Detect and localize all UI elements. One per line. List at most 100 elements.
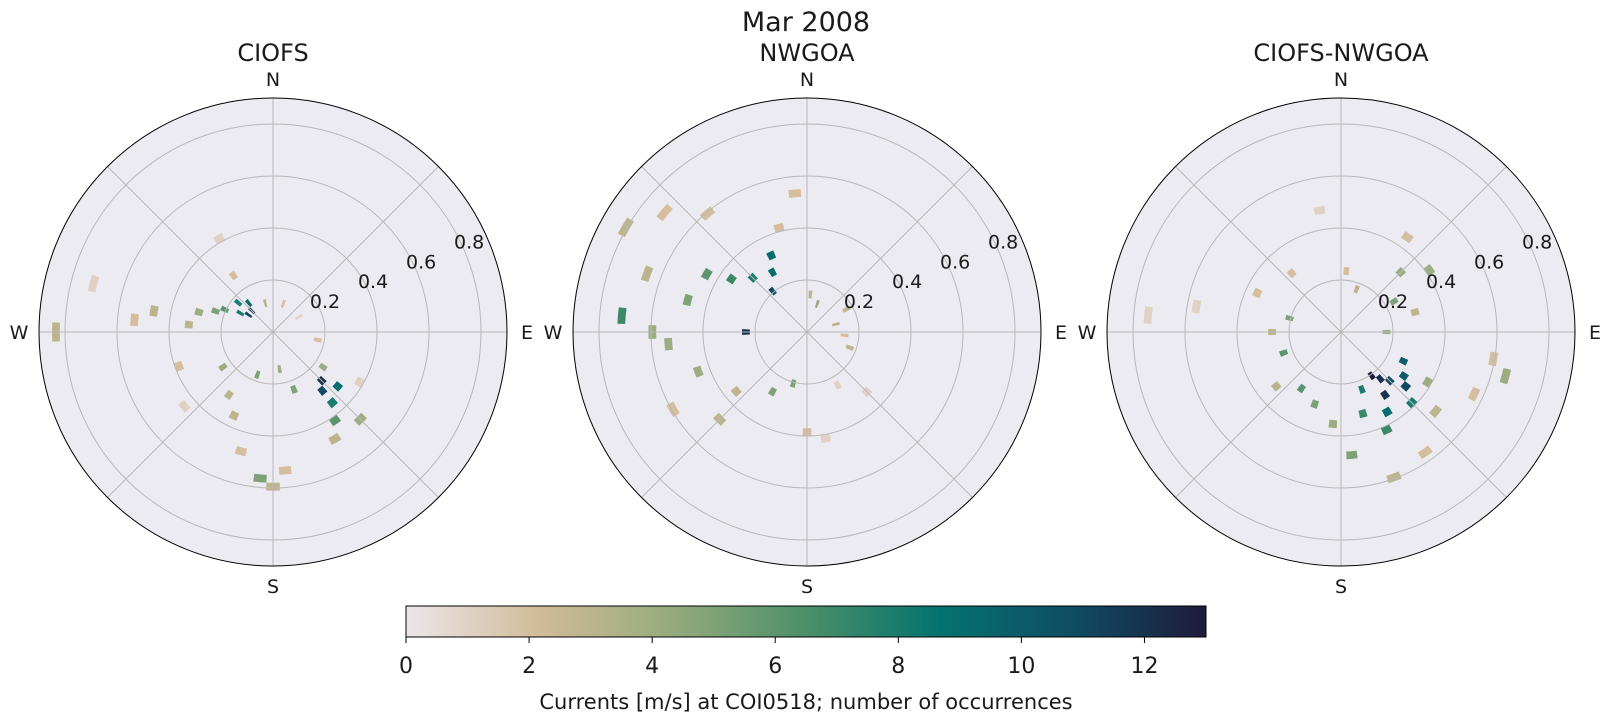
rose-bin (87, 274, 100, 293)
rose-bin (1429, 404, 1443, 419)
rose-bin (1285, 314, 1294, 322)
rose-bin (1353, 284, 1360, 294)
rose-bin (1417, 445, 1433, 460)
rose-bin (328, 432, 342, 446)
angular-gridline (1175, 166, 1342, 333)
polar-axes-spine (38, 97, 508, 567)
angular-gridline (806, 166, 973, 333)
rose-bin (840, 333, 849, 338)
rose-bin (1367, 371, 1376, 381)
rose-bin (640, 265, 654, 282)
direction-label: W (1078, 322, 1097, 344)
rose-bin (1400, 381, 1412, 392)
rose-bin (766, 250, 777, 261)
rose-bin (277, 364, 283, 374)
rose-bin (1279, 349, 1289, 357)
radial-tick-label: 0.8 (454, 231, 484, 253)
rose-bin (1423, 263, 1436, 277)
rose-bin (1410, 307, 1420, 317)
rose-bin (1313, 205, 1326, 216)
rose-bin (1270, 381, 1282, 392)
rose-bin (233, 298, 243, 307)
direction-label: E (1589, 322, 1601, 344)
colorbar-tick-label: 10 (1007, 654, 1035, 679)
rose-bin (1398, 371, 1409, 382)
angular-gridline (1340, 166, 1507, 333)
wind-rose-ciofs: CIOFS 0.2 0.4 0.6 0.8 N E S W (10, 39, 533, 598)
angular-gridline (272, 331, 439, 498)
rose-bin (1358, 384, 1366, 394)
radial-tick-label: 0.4 (358, 271, 388, 293)
colorbar-tick-label: 0 (399, 654, 413, 679)
radial-tick-label: 0.6 (406, 251, 436, 273)
colorbar-tick-label: 12 (1130, 654, 1158, 679)
rose-bin (178, 400, 191, 413)
rose-bin (244, 311, 253, 319)
rose-bin (789, 379, 797, 388)
figure-title: Mar 2008 (742, 7, 870, 38)
rose-bin (845, 344, 855, 351)
rose-bin (280, 299, 286, 308)
wind-rose-title: CIOFS (237, 39, 308, 67)
colorbar-tick-label: 6 (768, 654, 782, 679)
rose-bin (1499, 368, 1512, 385)
rose-bin (223, 389, 234, 400)
rose-bin (1380, 389, 1391, 400)
angular-gridline (1340, 331, 1507, 498)
rose-bin (149, 304, 159, 317)
direction-label: N (266, 69, 280, 91)
radial-tick-label: 0.6 (940, 251, 970, 273)
colorbar-label: Currents [m/s] at COI0518; number of occ… (539, 690, 1072, 714)
angular-gridline (641, 166, 808, 333)
rose-bin (692, 365, 704, 378)
rose-bin (194, 307, 204, 317)
wind-rose-title: NWGOA (759, 39, 855, 67)
radial-tick-label: 0.8 (988, 231, 1018, 253)
angular-gridline (107, 166, 274, 333)
wind-rose-title: CIOFS-NWGOA (1253, 39, 1429, 67)
rose-bin (699, 206, 716, 221)
radial-tick-label: 0.4 (1426, 271, 1456, 293)
rose-bin (1389, 297, 1399, 306)
colorbar-tick-label: 4 (645, 654, 659, 679)
rose-bin (253, 473, 267, 483)
rose-bin (294, 313, 303, 320)
angular-gridline (107, 331, 274, 498)
rose-bin (332, 381, 344, 392)
rose-bin (773, 222, 785, 233)
rose-bin (788, 189, 802, 198)
rose-bin (236, 309, 245, 317)
rose-bin (768, 286, 777, 296)
rose-bin (1286, 268, 1297, 279)
direction-label: E (1055, 322, 1067, 344)
rose-bin (326, 397, 338, 409)
rose-bin (262, 299, 268, 308)
rose-bin (1296, 383, 1307, 394)
direction-label: S (267, 576, 279, 598)
rose-bin (1143, 306, 1153, 324)
rose-bin (290, 384, 298, 394)
polar-axes-spine (1106, 97, 1576, 567)
direction-label: S (801, 576, 813, 598)
rose-bin (211, 307, 221, 315)
rose-bin (725, 273, 737, 285)
rose-bin (328, 414, 342, 427)
rose-bin (254, 370, 261, 380)
wind-rose-nwgoa: NWGOA 0.2 0.4 0.6 0.8 N E S W (544, 39, 1067, 598)
rose-bin (1375, 374, 1385, 384)
direction-label: N (1334, 69, 1348, 91)
angular-gridline (272, 166, 439, 333)
rose-bin (767, 386, 777, 397)
radial-tick-label: 0.2 (310, 291, 340, 313)
rose-bin (228, 410, 240, 421)
rose-bin (656, 203, 673, 222)
colorbar: 0 2 4 6 8 10 12 (399, 605, 1207, 679)
rose-bin (842, 305, 851, 313)
rose-bin (1343, 267, 1350, 276)
rose-bin (313, 337, 322, 343)
rose-bin (318, 362, 328, 372)
radial-tick-label: 0.2 (1378, 291, 1408, 313)
rose-bin (173, 360, 185, 372)
rose-bin (244, 298, 253, 308)
